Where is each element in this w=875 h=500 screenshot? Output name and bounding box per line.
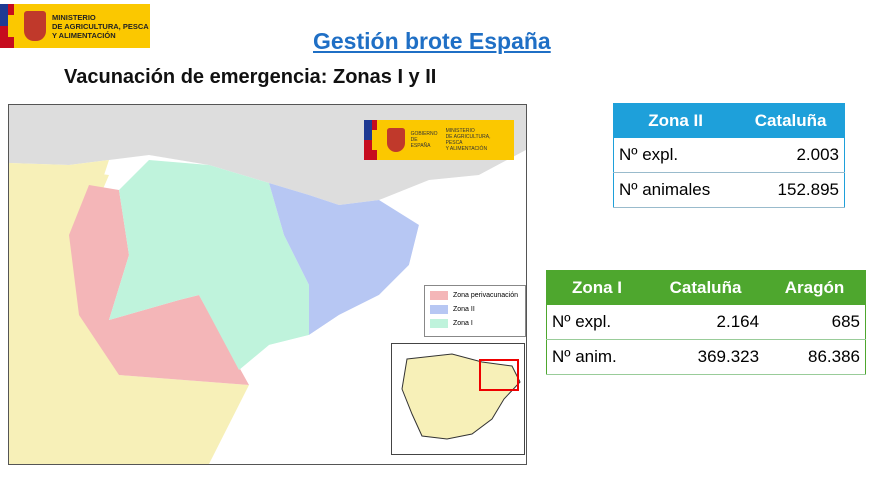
table-row: Nº expl. 2.003 xyxy=(613,138,845,173)
zona-perivacunacion xyxy=(69,185,249,385)
table-cell: Nº expl. xyxy=(546,305,647,340)
legend-label: Zona II xyxy=(453,306,475,313)
legend-label: Zona I xyxy=(453,320,473,327)
legend-item: Zona II xyxy=(430,305,520,314)
spain-flag-icon xyxy=(8,4,14,48)
zona-1-table: Zona I Cataluña Aragón Nº expl. 2.164 685 Nº… xyxy=(546,270,866,375)
ministry-logo: MINISTERIO DE AGRICULTURA, PESCA Y ALIMENT… xyxy=(0,4,150,48)
logo-line: Y ALIMENTACIÓN xyxy=(52,30,116,40)
eu-flag-icon xyxy=(0,4,8,48)
table-cell: 685 xyxy=(764,305,866,340)
logo-line: GOBIERNO xyxy=(410,131,438,137)
table-row: Nº anim. 369.323 86.386 xyxy=(546,339,866,375)
government-logo: GOBIERNO DE ESPAÑA MINISTERIO DE AGRICULTU… xyxy=(364,120,514,160)
page-title[interactable]: Gestión brote España xyxy=(313,28,551,54)
coat-of-arms-icon xyxy=(24,11,46,41)
table-cell: 2.003 xyxy=(737,138,845,173)
table-row: Nº expl. 2.164 685 xyxy=(546,305,866,340)
highlight-box xyxy=(479,359,519,391)
table-cell: 86.386 xyxy=(764,339,866,375)
table-cell: 2.164 xyxy=(646,305,765,340)
zona-2-table: Zona II Cataluña Nº expl. 2.003 Nº animale… xyxy=(613,103,845,208)
spain-inset-map xyxy=(391,343,525,455)
table-cell: 152.895 xyxy=(737,172,845,208)
logo-line: DE AGRICULTURA, PESCA xyxy=(52,21,149,31)
table-header: Zona II xyxy=(613,103,738,138)
table-header: Aragón xyxy=(764,270,866,305)
logo-line: Y ALIMENTACIÓN xyxy=(445,146,488,152)
zona-1 xyxy=(109,160,309,370)
map-legend: Zona perivacunación Zona II Zona I xyxy=(424,285,526,337)
table-cell: 369.323 xyxy=(646,339,765,375)
table-header: Cataluña xyxy=(737,103,845,138)
outer-region xyxy=(9,163,249,464)
legend-item: Zona perivacunación xyxy=(430,291,520,300)
table-header: Cataluña xyxy=(646,270,765,305)
table-cell: Nº animales xyxy=(613,172,738,208)
zona-2 xyxy=(269,183,419,335)
table-cell: Nº expl. xyxy=(613,138,738,173)
logo-line: MINISTERIO xyxy=(445,128,475,134)
table-header: Zona I xyxy=(546,270,647,305)
table-row: Nº animales 152.895 xyxy=(613,172,845,208)
legend-label: Zona perivacunación xyxy=(453,292,518,299)
logo-line: MINISTERIO xyxy=(52,12,96,22)
page-subtitle: Vacunación de emergencia: Zonas I y II xyxy=(64,66,437,88)
logo-line: DE ESPAÑA xyxy=(410,137,431,149)
legend-item: Zona I xyxy=(430,319,520,328)
vaccination-zones-map: GOBIERNO DE ESPAÑA MINISTERIO DE AGRICULTU… xyxy=(8,104,527,465)
logo-line: DE AGRICULTURA, PESCA xyxy=(445,134,491,146)
table-cell: Nº anim. xyxy=(546,339,647,375)
spain-outline xyxy=(401,353,521,440)
